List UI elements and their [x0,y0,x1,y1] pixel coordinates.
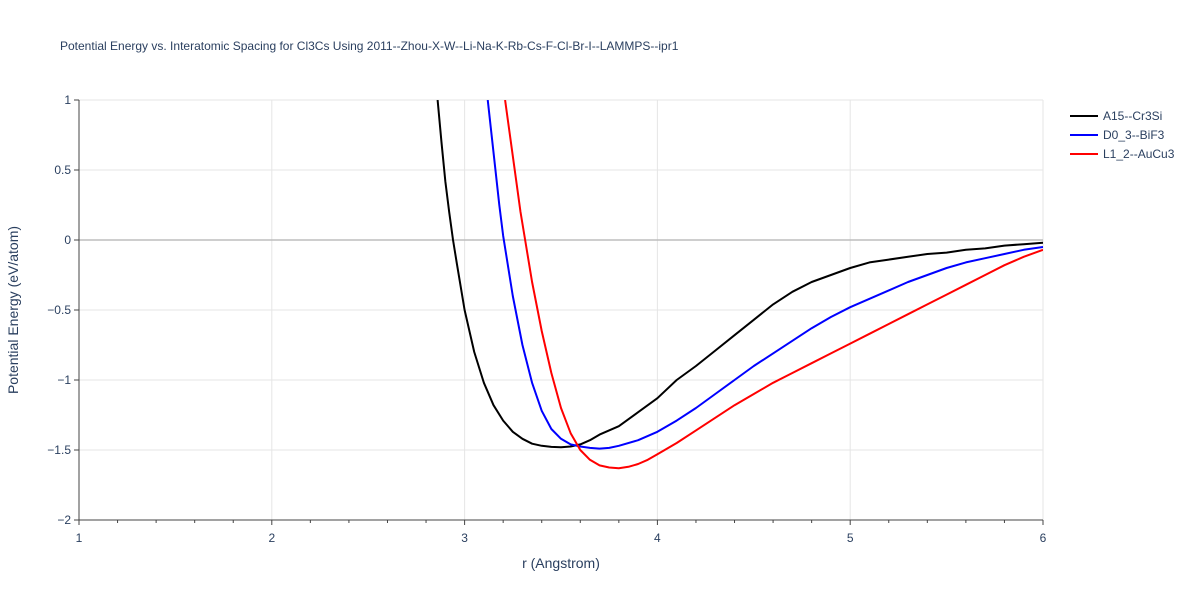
legend-label-a15-cr3si: A15--Cr3Si [1103,109,1162,123]
x-tick-label: 1 [76,531,83,545]
y-tick-label: −1.5 [47,443,71,457]
y-tick-label: 0.5 [54,163,71,177]
y-tick-label: 1 [64,93,71,107]
tick-layer: 1 2 3 4 5 6 −2 −1.5 −1 −0.5 0 0.5 1 [47,93,1046,545]
y-axis-label: Potential Energy (eV/atom) [5,226,21,394]
x-tick-label: 5 [847,531,854,545]
legend-label-l1-2-aucu3: L1_2--AuCu3 [1103,147,1175,161]
legend-label-d0-3-bif3: D0_3--BiF3 [1103,128,1165,142]
series-line-l1-2-aucu3 [504,100,1043,470]
y-tick-label: −0.5 [47,303,71,317]
legend: A15--Cr3Si D0_3--BiF3 L1_2--AuCu3 [1070,109,1175,161]
y-tick-label: −1 [57,373,71,387]
x-axis-label: r (Angstrom) [522,555,600,571]
x-tick-label: 3 [461,531,468,545]
grid-layer [79,99,1044,520]
series-line-d0-3-bif3 [486,100,1043,450]
x-tick-label: 4 [654,531,661,545]
plot-area [436,100,1043,470]
x-tick-label: 2 [268,531,275,545]
series-line-a15-cr3si [436,100,1043,449]
y-tick-label: −2 [57,513,71,527]
x-tick-label: 6 [1040,531,1047,545]
chart-title: Potential Energy vs. Interatomic Spacing… [60,39,679,53]
y-tick-label: 0 [64,233,71,247]
